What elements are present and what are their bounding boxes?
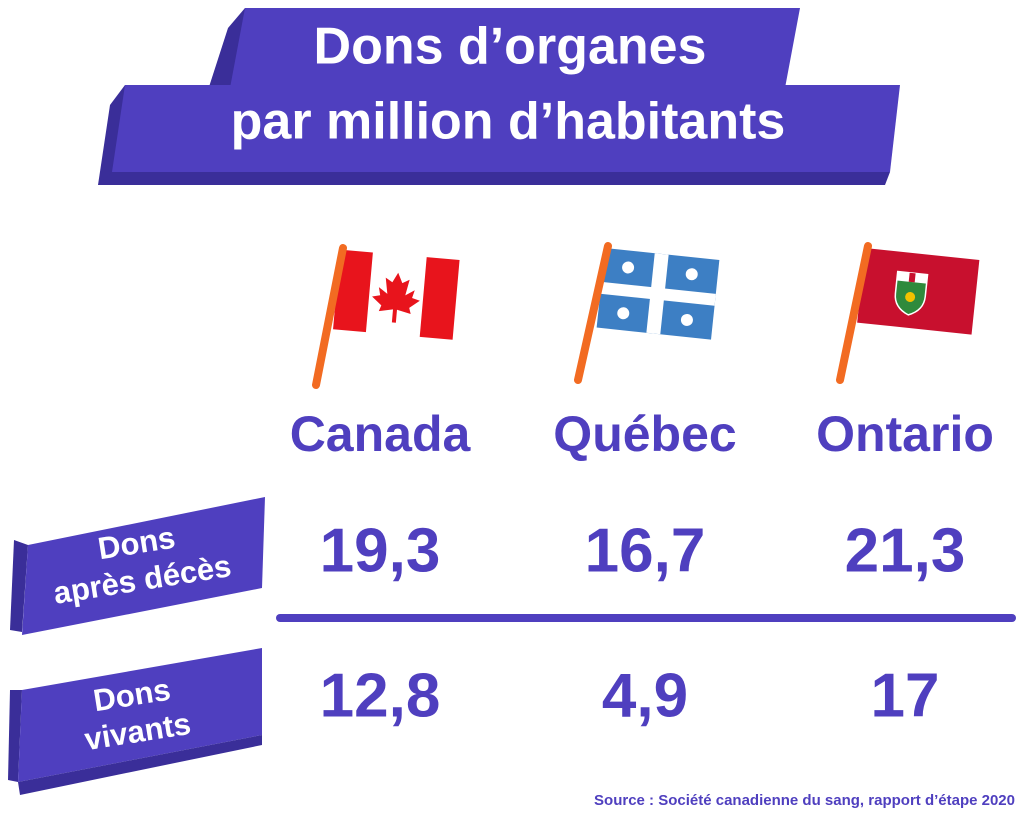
- row-banner: [22, 497, 265, 635]
- banner-shadow: [98, 172, 890, 185]
- column-header: Canada: [290, 406, 472, 462]
- title-banner: [112, 85, 900, 172]
- title-line: Dons d’organes: [314, 18, 707, 76]
- cell-value: 17: [871, 661, 940, 730]
- column-header: Québec: [553, 406, 736, 462]
- title-line: par million d’habitants: [231, 93, 786, 151]
- column-header: Ontario: [816, 406, 994, 462]
- flag-ontario: [836, 242, 980, 384]
- title-banner: [230, 8, 800, 88]
- cell-value: 4,9: [602, 661, 688, 730]
- row-banner: [18, 648, 262, 782]
- banner-shadow: [10, 540, 28, 632]
- source: Source : Société canadienne du sang, rap…: [594, 792, 1015, 809]
- flag-quebec: [574, 242, 720, 384]
- banner-shadow: [8, 690, 22, 782]
- cell-value: 12,8: [320, 661, 441, 730]
- flag-canada: [312, 244, 460, 389]
- cell-value: 21,3: [845, 516, 966, 585]
- banner-shadow: [18, 735, 262, 795]
- cell-value: 16,7: [585, 516, 706, 585]
- cell-value: 19,3: [320, 516, 441, 585]
